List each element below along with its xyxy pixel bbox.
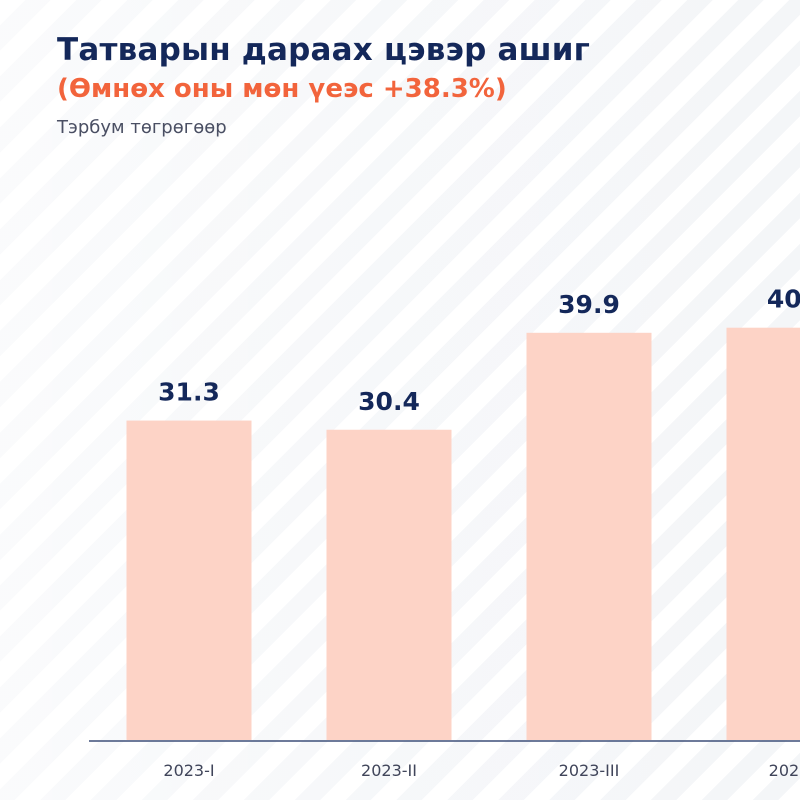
data-label: 40. <box>767 285 800 314</box>
data-label: 31.3 <box>158 378 220 407</box>
x-tick-label: 2023-III <box>559 761 620 780</box>
bar <box>526 332 652 740</box>
unit-label: Тэрбум төгрөгөөр <box>57 117 227 138</box>
bar <box>726 327 800 740</box>
data-label: 30.4 <box>358 387 420 416</box>
x-tick-label: 2023-I <box>163 761 214 780</box>
bar <box>126 420 252 740</box>
x-tick-label: 2023 <box>769 761 800 780</box>
x-tick-label: 2023-II <box>361 761 417 780</box>
chart-subtitle: (Өмнөх оны мөн үеэс +38.3%) <box>57 74 507 104</box>
bar <box>326 429 452 740</box>
chart-title: Татварын дараах цэвэр ашиг <box>57 32 591 68</box>
chart-header: Татварын дараах цэвэр ашиг (Өмнөх оны мө… <box>57 30 590 140</box>
data-label: 39.9 <box>558 290 620 319</box>
